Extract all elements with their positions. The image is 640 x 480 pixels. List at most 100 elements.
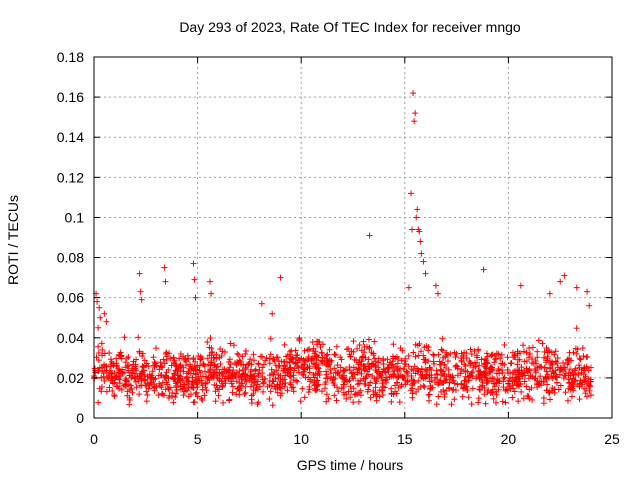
- data-point: [365, 356, 372, 363]
- data-point: [483, 357, 490, 364]
- data-point: [340, 383, 347, 390]
- data-point: [532, 369, 539, 376]
- data-point: [271, 383, 278, 390]
- data-point: [326, 346, 333, 353]
- data-point: [577, 356, 584, 363]
- data-point: [377, 371, 384, 378]
- y-tick-label: 0.16: [57, 89, 84, 105]
- data-point: [304, 364, 311, 371]
- data-point: [491, 383, 498, 390]
- data-point: [145, 381, 152, 388]
- data-point: [396, 399, 403, 406]
- data-point: [245, 361, 252, 368]
- data-point: [398, 357, 405, 364]
- data-point: [375, 359, 382, 366]
- data-point: [475, 347, 482, 354]
- data-point: [458, 380, 465, 387]
- data-point: [433, 401, 440, 408]
- x-tick-label: 5: [194, 431, 202, 447]
- data-point: [316, 368, 323, 375]
- data-point: [389, 358, 396, 365]
- data-point: [262, 357, 269, 364]
- data-point: [576, 396, 583, 403]
- data-point: [410, 349, 417, 356]
- data-point: [394, 353, 401, 360]
- data-point: [520, 342, 527, 349]
- data-point: [542, 375, 549, 382]
- data-point: [557, 382, 564, 389]
- data-point: [194, 362, 201, 369]
- data-point: [136, 270, 143, 277]
- data-point: [421, 383, 428, 390]
- data-point: [202, 384, 209, 391]
- data-point: [236, 374, 243, 381]
- data-point: [532, 374, 539, 381]
- data-point: [543, 357, 550, 364]
- data-point: [172, 394, 179, 401]
- data-point: [425, 397, 432, 404]
- data-point: [155, 392, 162, 399]
- data-point: [488, 352, 495, 359]
- data-point: [281, 358, 288, 365]
- data-point: [350, 348, 357, 355]
- data-point: [354, 345, 361, 352]
- data-point: [266, 355, 273, 362]
- data-point: [145, 363, 152, 370]
- data-point: [239, 380, 246, 387]
- data-point: [230, 342, 237, 349]
- data-point: [98, 340, 105, 347]
- data-point: [439, 335, 446, 342]
- data-point: [244, 372, 251, 379]
- data-point: [315, 369, 322, 376]
- data-point: [170, 354, 177, 361]
- data-point: [438, 346, 445, 353]
- data-point: [91, 365, 98, 372]
- data-point: [319, 350, 326, 357]
- data-point: [193, 389, 200, 396]
- data-point: [560, 360, 567, 367]
- data-point: [288, 384, 295, 391]
- data-point: [441, 391, 448, 398]
- data-point: [419, 372, 426, 379]
- data-point: [534, 354, 541, 361]
- data-point: [309, 355, 316, 362]
- data-point: [315, 381, 322, 388]
- data-point: [294, 378, 301, 385]
- data-point: [124, 388, 131, 395]
- data-point: [556, 371, 563, 378]
- data-point: [416, 228, 423, 235]
- data-point: [198, 355, 205, 362]
- data-point: [468, 401, 475, 408]
- data-point: [361, 380, 368, 387]
- data-point: [463, 354, 470, 361]
- data-point: [380, 366, 387, 373]
- data-point: [426, 365, 433, 372]
- data-point: [566, 349, 573, 356]
- data-point: [150, 354, 157, 361]
- data-point: [292, 354, 299, 361]
- data-point: [580, 353, 587, 360]
- data-point: [552, 348, 559, 355]
- data-point: [294, 352, 301, 359]
- data-point: [484, 379, 491, 386]
- data-point: [368, 360, 375, 367]
- data-point: [499, 369, 506, 376]
- data-point: [311, 382, 318, 389]
- data-point: [426, 391, 433, 398]
- data-point: [169, 389, 176, 396]
- y-tick-label: 0.12: [57, 169, 84, 185]
- data-point: [97, 314, 104, 321]
- data-point: [414, 342, 421, 349]
- data-point: [414, 206, 421, 213]
- data-point: [274, 382, 281, 389]
- data-point: [586, 387, 593, 394]
- data-point: [222, 377, 229, 384]
- data-point: [460, 385, 467, 392]
- data-point: [539, 340, 546, 347]
- data-point: [403, 368, 410, 375]
- data-point: [505, 370, 512, 377]
- data-point: [535, 337, 542, 344]
- data-point: [523, 349, 530, 356]
- data-point: [544, 353, 551, 360]
- data-point: [370, 387, 377, 394]
